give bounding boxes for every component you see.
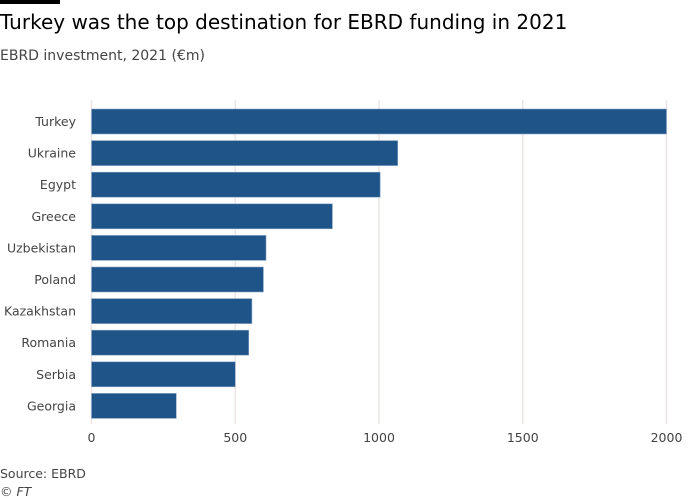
category-label: Kazakhstan: [4, 304, 76, 319]
bar-uzbekistan: [91, 235, 267, 261]
bar-ukraine: [91, 140, 398, 166]
x-tick-label: 2000: [651, 430, 683, 445]
category-label: Serbia: [36, 367, 76, 382]
bar-greece: [91, 203, 333, 230]
category-label: Georgia: [27, 398, 76, 413]
ft-top-bar: [0, 0, 60, 4]
x-tick-label: 1500: [507, 430, 539, 445]
chart-subtitle: EBRD investment, 2021 (€m): [0, 48, 205, 64]
category-label: Poland: [34, 272, 76, 287]
bar-turkey: [91, 108, 667, 135]
category-label: Turkey: [34, 114, 76, 129]
source-note: Source: EBRD: [0, 466, 86, 481]
copyright: © FT: [0, 484, 32, 499]
category-label: Romania: [21, 335, 76, 350]
x-tick-label: 1000: [363, 430, 395, 445]
bar-chart: 0 500 1000 1500 2000 Turkey Ukraine Egypt Greece…: [4, 100, 683, 445]
bar-romania: [91, 329, 250, 356]
x-tick-label: 500: [223, 430, 247, 445]
category-label: Egypt: [40, 177, 76, 192]
bar-egypt: [91, 171, 381, 198]
bar-serbia: [91, 361, 236, 388]
x-tick-label: 0: [88, 430, 96, 445]
category-label: Uzbekistan: [7, 240, 76, 255]
bar-poland: [91, 266, 264, 293]
bar-georgia: [91, 393, 177, 419]
category-label: Ukraine: [28, 146, 77, 161]
category-label: Greece: [32, 209, 77, 224]
bar-kazakhstan: [91, 298, 253, 324]
chart-title: Turkey was the top destination for EBRD …: [0, 10, 568, 34]
